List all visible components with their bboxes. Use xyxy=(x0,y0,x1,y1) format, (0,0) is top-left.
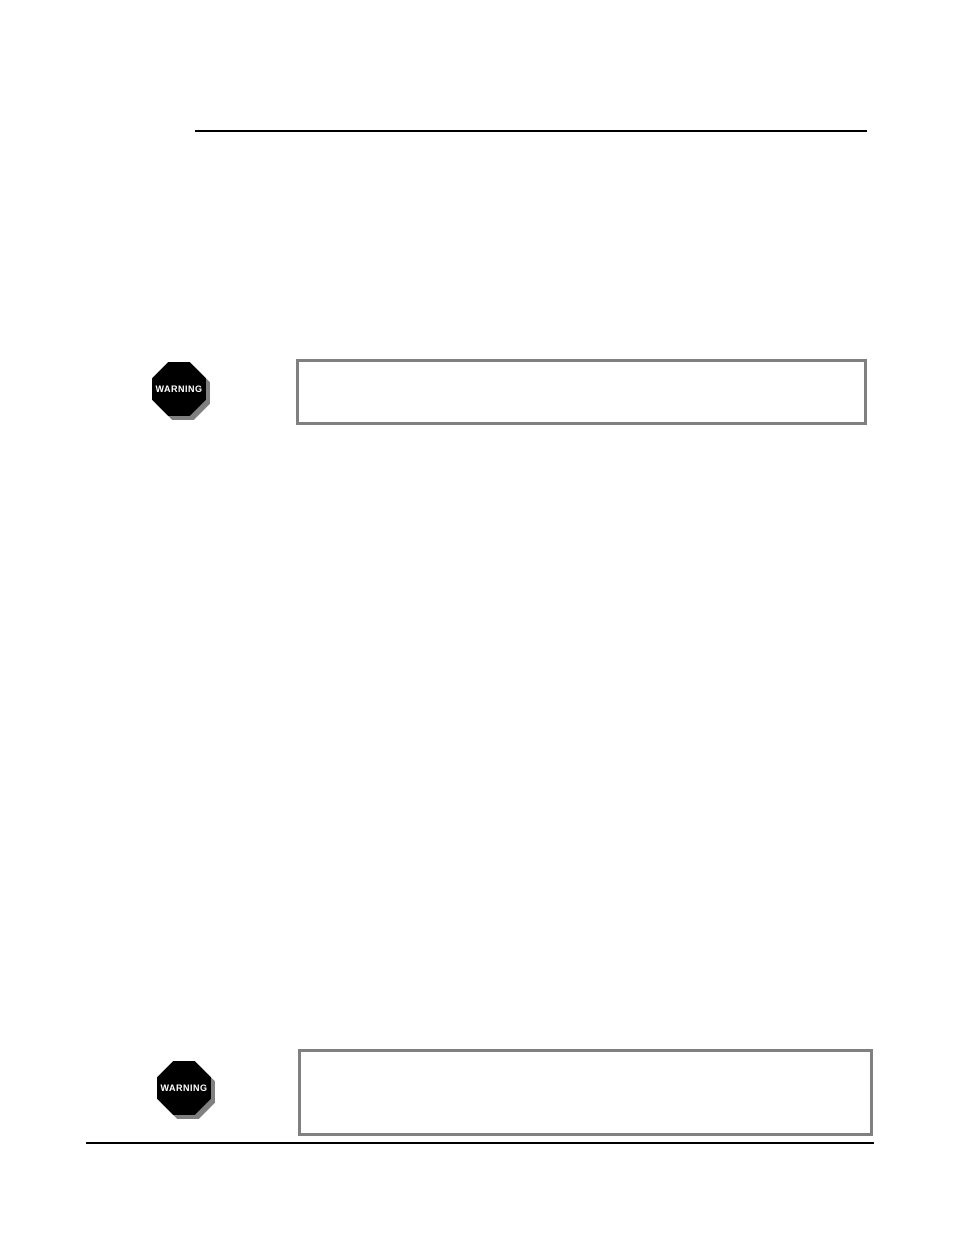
warning-stop-sign-1: WARNING xyxy=(152,362,210,420)
footer-rule xyxy=(86,1142,874,1144)
document-page: WARNING WARNING xyxy=(0,0,954,1235)
warning-callout-box-2 xyxy=(298,1049,873,1136)
warning-octagon-icon: WARNING xyxy=(152,362,206,416)
warning-label: WARNING xyxy=(156,385,203,394)
warning-label: WARNING xyxy=(161,1084,208,1093)
warning-stop-sign-2: WARNING xyxy=(157,1061,215,1119)
header-rule xyxy=(195,130,867,132)
warning-callout-box-1 xyxy=(296,359,867,425)
